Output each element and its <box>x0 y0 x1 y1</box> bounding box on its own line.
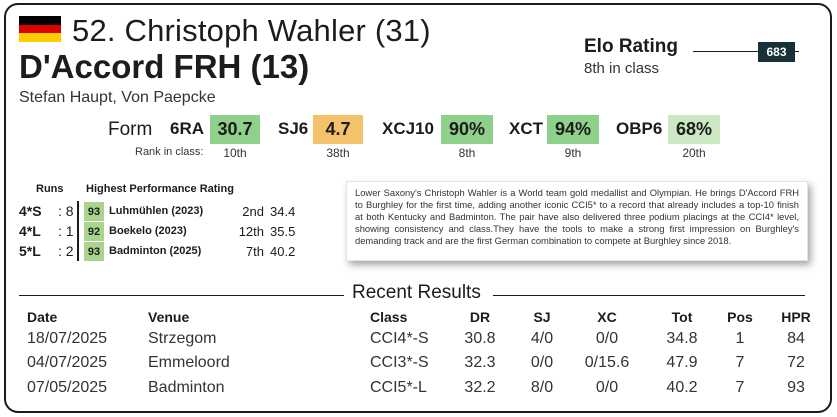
col-header-tot: Tot <box>671 309 693 325</box>
stat-level: 4*L <box>19 223 41 239</box>
section-rule-right <box>493 295 805 296</box>
result-dr: 30.8 <box>464 330 496 347</box>
metric-rank-sj6: 38th <box>326 146 350 160</box>
stat-level: 4*S <box>19 203 42 219</box>
stat-position: 2nd <box>242 204 264 219</box>
stat-run-count: : 2 <box>58 243 74 259</box>
stat-event: Boekelo (2023) <box>109 225 187 237</box>
col-header-venue: Venue <box>148 309 190 325</box>
germany-flag-icon <box>19 16 61 43</box>
result-sj: 4/0 <box>530 330 554 347</box>
stat-event: Badminton (2025) <box>109 245 202 257</box>
form-label: Form <box>108 119 153 140</box>
metric-value-sj6: 4.7 <box>313 115 363 144</box>
col-header-date: Date <box>27 309 58 325</box>
col-header-hpr: HPR <box>781 309 811 325</box>
stat-position: 7th <box>245 244 264 259</box>
horse-name: D'Accord FRH (13) <box>19 48 310 85</box>
stat-run-count: : 8 <box>58 203 74 219</box>
stat-score: 40.2 <box>270 244 296 259</box>
stat-level: 5*L <box>19 243 41 259</box>
result-dr: 32.3 <box>464 354 496 371</box>
result-hpr: 93 <box>787 379 805 396</box>
result-sj: 0/0 <box>530 354 554 371</box>
flag-stripe-red <box>19 24 61 34</box>
metric-name-xct: XCT <box>509 119 543 138</box>
elo-line <box>693 51 799 52</box>
result-hpr: 84 <box>787 330 805 347</box>
result-tot: 47.9 <box>666 354 698 371</box>
stat-row: 4*S : 8 93 Luhmühlen (2023) 2nd 34.4 <box>0 202 340 222</box>
metric-rank-6ra: 10th <box>223 146 247 160</box>
result-class: CCI4*-S <box>370 330 429 347</box>
runs-header: Runs <box>36 183 64 195</box>
recent-results-title: Recent Results <box>352 282 481 303</box>
rider-name: 52. Christoph Wahler (31) <box>72 13 431 48</box>
elo-title: Elo Rating <box>584 36 678 57</box>
metric-value-xcj10: 90% <box>441 115 493 144</box>
stat-row: 5*L : 2 93 Badminton (2025) 7th 40.2 <box>0 242 340 262</box>
col-header-class: Class <box>370 309 408 325</box>
metric-value-obp6: 68% <box>668 115 720 144</box>
stat-run-count: : 1 <box>58 223 74 239</box>
result-xc: 0/15.6 <box>584 354 630 371</box>
metric-value-6ra: 30.7 <box>210 115 260 144</box>
stat-score: 34.4 <box>270 204 296 219</box>
metric-name-obp6: OBP6 <box>616 119 663 138</box>
result-venue: Emmeloord <box>148 354 230 371</box>
col-header-pos: Pos <box>727 309 753 325</box>
result-tot: 34.8 <box>666 330 698 347</box>
result-date: 04/07/2025 <box>27 354 108 371</box>
result-date: 07/05/2025 <box>27 379 108 396</box>
metric-rank-obp6: 20th <box>682 146 706 160</box>
elo-rank: 8th in class <box>584 60 660 77</box>
result-venue: Strzegom <box>148 330 217 347</box>
stat-hpr-badge: 93 <box>84 202 104 221</box>
stat-position: 12th <box>238 224 264 239</box>
col-header-sj: SJ <box>533 309 551 325</box>
stats-divider <box>77 201 79 261</box>
result-pos: 7 <box>735 354 745 371</box>
stat-hpr-badge: 92 <box>84 222 104 241</box>
metric-name-6ra: 6RA <box>170 119 205 138</box>
result-pos: 1 <box>735 330 745 347</box>
col-header-dr: DR <box>469 309 491 325</box>
metric-rank-xcj10: 8th <box>458 146 476 160</box>
metric-name-sj6: SJ6 <box>278 119 309 138</box>
hpr-header: Highest Performance Rating <box>86 183 234 195</box>
result-hpr: 72 <box>787 354 805 371</box>
flag-stripe-black <box>19 16 61 25</box>
flag-stripe-gold <box>19 33 61 43</box>
stat-hpr-badge: 93 <box>84 242 104 261</box>
result-tot: 40.2 <box>666 379 698 396</box>
col-header-xc: XC <box>597 309 617 325</box>
result-class: CCI5*-L <box>370 379 427 396</box>
stat-event: Luhmühlen (2023) <box>109 205 204 217</box>
result-xc: 0/0 <box>595 379 619 396</box>
elo-value-badge: 683 <box>758 42 795 62</box>
result-xc: 0/0 <box>595 330 619 347</box>
stat-score: 35.5 <box>270 224 296 239</box>
result-class: CCI3*-S <box>370 354 429 371</box>
metric-value-xct: 94% <box>547 115 599 144</box>
result-venue: Badminton <box>148 379 225 396</box>
stat-row: 4*L : 1 92 Boekelo (2023) 12th 35.5 <box>0 222 340 242</box>
section-rule-left <box>19 295 344 296</box>
result-date: 18/07/2025 <box>27 330 108 347</box>
result-sj: 8/0 <box>530 379 554 396</box>
metric-rank-xct: 9th <box>564 146 582 160</box>
metric-name-xcj10: XCJ10 <box>382 119 434 138</box>
rank-in-class-label: Rank in class: <box>135 146 204 158</box>
bio-text: Lower Saxony's Christoph Wahler is a Wor… <box>346 181 808 261</box>
owners: Stefan Haupt, Von Paepcke <box>19 89 216 106</box>
result-dr: 32.2 <box>464 379 496 396</box>
result-pos: 7 <box>735 379 745 396</box>
